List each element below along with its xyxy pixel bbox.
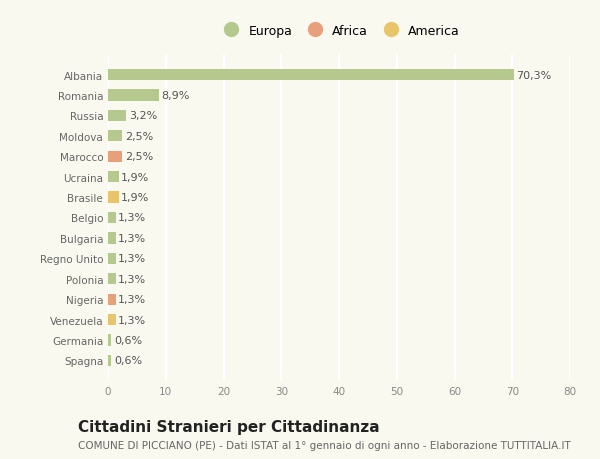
Bar bbox=[108, 335, 112, 346]
Text: 0,6%: 0,6% bbox=[114, 356, 142, 365]
Text: 3,2%: 3,2% bbox=[129, 111, 157, 121]
Text: 1,9%: 1,9% bbox=[121, 172, 149, 182]
Bar bbox=[108, 355, 112, 366]
Text: Cittadini Stranieri per Cittadinanza: Cittadini Stranieri per Cittadinanza bbox=[78, 419, 380, 434]
Legend: Europa, Africa, America: Europa, Africa, America bbox=[216, 22, 462, 40]
Bar bbox=[108, 111, 127, 122]
Text: 1,3%: 1,3% bbox=[118, 254, 146, 264]
Text: 2,5%: 2,5% bbox=[125, 132, 153, 141]
Text: 2,5%: 2,5% bbox=[125, 152, 153, 162]
Text: COMUNE DI PICCIANO (PE) - Dati ISTAT al 1° gennaio di ogni anno - Elaborazione T: COMUNE DI PICCIANO (PE) - Dati ISTAT al … bbox=[78, 440, 571, 450]
Bar bbox=[108, 192, 119, 203]
Bar bbox=[108, 314, 116, 325]
Bar bbox=[108, 151, 122, 162]
Text: 0,6%: 0,6% bbox=[114, 335, 142, 345]
Bar bbox=[108, 90, 160, 101]
Text: 1,3%: 1,3% bbox=[118, 315, 146, 325]
Text: 8,9%: 8,9% bbox=[162, 91, 190, 101]
Bar bbox=[108, 274, 116, 285]
Bar bbox=[108, 294, 116, 305]
Text: 70,3%: 70,3% bbox=[516, 71, 551, 80]
Bar bbox=[108, 131, 122, 142]
Text: 1,3%: 1,3% bbox=[118, 233, 146, 243]
Text: 1,3%: 1,3% bbox=[118, 213, 146, 223]
Bar bbox=[108, 70, 514, 81]
Bar bbox=[108, 172, 119, 183]
Bar bbox=[108, 253, 116, 264]
Bar bbox=[108, 213, 116, 224]
Text: 1,3%: 1,3% bbox=[118, 295, 146, 304]
Text: 1,9%: 1,9% bbox=[121, 193, 149, 203]
Text: 1,3%: 1,3% bbox=[118, 274, 146, 284]
Bar bbox=[108, 233, 116, 244]
